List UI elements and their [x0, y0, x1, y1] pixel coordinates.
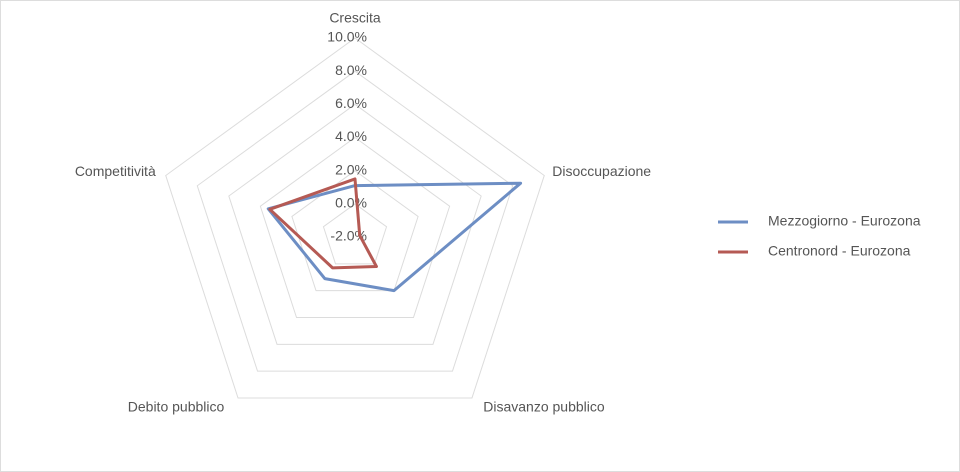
- category-label: Disavanzo pubblico: [483, 399, 605, 415]
- grid-line: [196, 70, 514, 372]
- y-tick-label: 6.0%: [335, 95, 367, 111]
- grid-line: [259, 136, 451, 318]
- category-label: Debito pubblico: [128, 399, 225, 415]
- grid-line: [291, 170, 419, 292]
- grid-line: [322, 203, 388, 265]
- category-label: Crescita: [329, 10, 381, 26]
- y-tick-label: 2.0%: [335, 161, 367, 177]
- category-label: Competitività: [75, 163, 156, 179]
- series-line: [268, 177, 378, 270]
- grid-line: [228, 103, 482, 345]
- y-tick-label: 4.0%: [335, 128, 367, 144]
- y-tick-label: -2.0%: [330, 228, 367, 244]
- y-tick-label: 10.0%: [327, 29, 367, 45]
- y-tick-label: 0.0%: [335, 195, 367, 211]
- y-tick-label: 8.0%: [335, 62, 367, 78]
- legend-label: Centronord - Eurozona: [768, 243, 911, 259]
- legend-label: Mezzogiorno - Eurozona: [768, 213, 921, 229]
- grid-line: [165, 37, 545, 399]
- category-label: Disoccupazione: [552, 163, 651, 179]
